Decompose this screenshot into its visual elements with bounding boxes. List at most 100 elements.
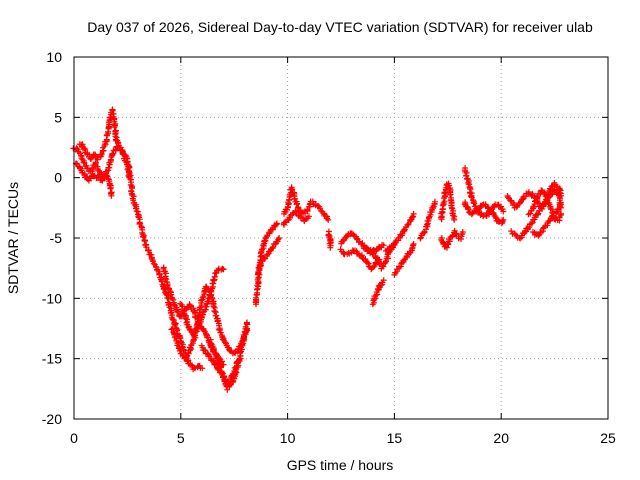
x-tick-label: 0 xyxy=(70,430,78,446)
data-point xyxy=(182,315,189,322)
data-point xyxy=(170,316,177,323)
data-point xyxy=(140,233,147,240)
data-point xyxy=(276,235,283,241)
data-point xyxy=(306,213,312,220)
data-point xyxy=(98,151,105,158)
data-point xyxy=(141,238,148,245)
data-point xyxy=(219,265,226,272)
data-point xyxy=(465,206,472,213)
x-axis-ticks: 0 5 10 15 20 25 xyxy=(70,57,616,446)
data-point xyxy=(105,128,111,135)
data-point xyxy=(199,294,206,301)
y-tick-label: -10 xyxy=(42,290,62,306)
data-point xyxy=(150,260,157,267)
data-point xyxy=(103,172,110,179)
data-point xyxy=(535,210,542,217)
y-tick-label: 10 xyxy=(46,49,62,65)
data-point xyxy=(145,247,152,254)
y-tick-label: 5 xyxy=(54,109,62,125)
data-point xyxy=(126,174,133,181)
data-point xyxy=(222,339,229,346)
data-point xyxy=(111,124,118,131)
data-point xyxy=(158,278,165,284)
data-point xyxy=(275,236,282,243)
data-point xyxy=(451,216,458,223)
data-point xyxy=(556,202,563,208)
data-point xyxy=(484,204,491,211)
y-tick-label: -15 xyxy=(42,351,62,367)
data-point xyxy=(359,254,366,261)
y-tick-label: -5 xyxy=(50,230,63,246)
data-point xyxy=(401,227,408,234)
data-point xyxy=(535,232,542,239)
data-point xyxy=(100,147,107,154)
data-point xyxy=(252,294,259,301)
data-point xyxy=(257,261,264,267)
x-tick-label: 10 xyxy=(280,430,296,446)
data-point xyxy=(172,322,179,328)
data-point xyxy=(404,222,411,228)
data-point xyxy=(353,235,360,242)
data-point xyxy=(156,271,163,278)
data-point xyxy=(520,194,527,201)
data-point xyxy=(492,214,499,221)
y-axis-label: SDTVAR / TECUs xyxy=(5,182,21,294)
data-point xyxy=(410,210,417,217)
data-point xyxy=(198,297,205,304)
data-point xyxy=(94,156,101,163)
data-point xyxy=(534,193,540,200)
data-point xyxy=(325,216,332,223)
x-axis-label: GPS time / hours xyxy=(287,457,394,473)
data-point xyxy=(273,220,280,227)
data-point xyxy=(528,220,535,227)
data-point xyxy=(181,347,188,354)
data-point xyxy=(500,216,507,223)
data-point xyxy=(129,185,136,192)
data-point xyxy=(88,166,95,173)
data-point xyxy=(318,207,324,214)
data-point xyxy=(199,365,206,372)
data-point xyxy=(269,244,276,251)
data-point xyxy=(548,206,555,213)
data-point xyxy=(380,242,387,249)
data-point xyxy=(244,325,250,332)
data-point xyxy=(224,386,231,393)
data-point xyxy=(447,191,453,198)
data-point xyxy=(548,191,555,198)
y-tick-label: -20 xyxy=(42,411,62,427)
data-point xyxy=(475,206,482,213)
data-point xyxy=(555,191,562,198)
data-point xyxy=(108,192,115,199)
data-point xyxy=(468,194,475,201)
grid-lines xyxy=(74,57,608,419)
data-point xyxy=(210,277,217,284)
data-point xyxy=(459,229,466,235)
data-point xyxy=(500,208,507,215)
x-tick-label: 20 xyxy=(493,430,509,446)
data-point xyxy=(370,264,377,271)
data-point xyxy=(499,217,506,224)
data-points xyxy=(70,106,564,393)
data-point xyxy=(210,303,217,310)
data-point xyxy=(169,325,176,332)
data-point xyxy=(327,244,334,251)
data-point xyxy=(84,165,91,171)
chart-title: Day 037 of 2026, Sidereal Day-to-day VTE… xyxy=(87,19,593,35)
y-tick-label: 0 xyxy=(54,170,62,186)
data-point xyxy=(516,200,523,207)
data-point xyxy=(284,204,291,211)
y-axis-ticks: -20 -15 -10 -5 0 5 10 xyxy=(42,49,608,427)
data-point xyxy=(380,277,387,284)
data-point xyxy=(200,327,207,334)
x-tick-label: 15 xyxy=(387,430,403,446)
data-point xyxy=(99,177,106,184)
data-point xyxy=(239,341,246,348)
data-point xyxy=(185,350,192,357)
data-point xyxy=(186,325,193,332)
data-point xyxy=(432,198,438,205)
data-point xyxy=(526,224,533,231)
x-tick-label: 5 xyxy=(177,430,185,446)
data-point xyxy=(410,241,417,247)
data-point xyxy=(244,319,250,326)
